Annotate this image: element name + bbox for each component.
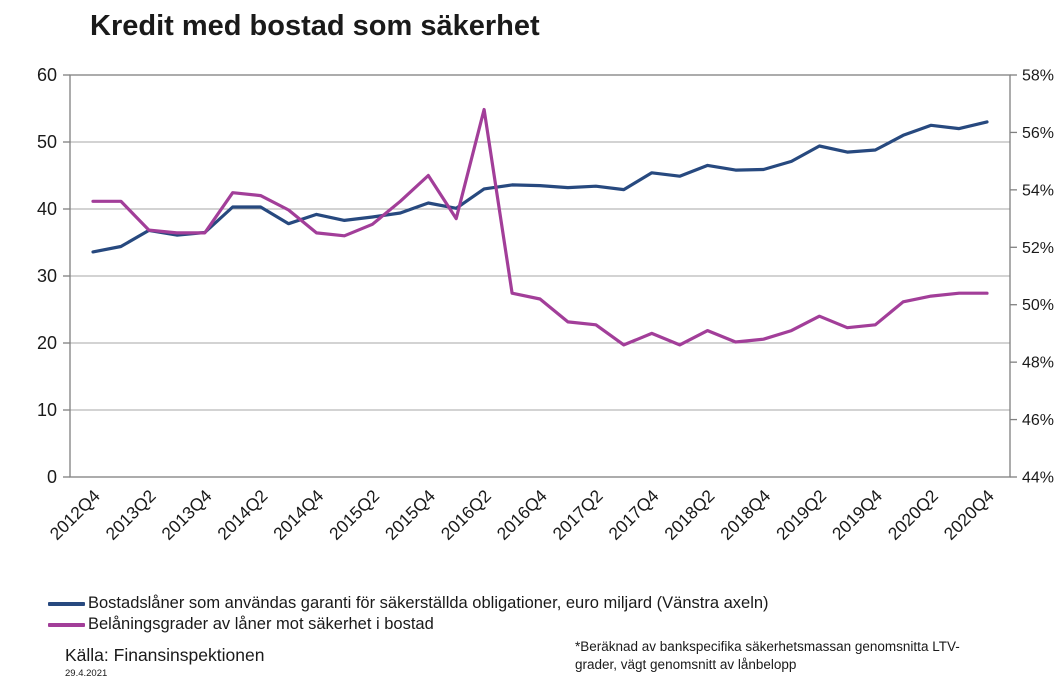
y-axis-right-label: 52% bbox=[1022, 240, 1054, 257]
y-axis-left-label: 50 bbox=[37, 132, 57, 152]
legend-label-bostadslaner: Bostadslåner som användas garanti för sä… bbox=[88, 594, 769, 612]
x-axis: 2012Q42013Q22013Q42014Q22014Q42015Q22015… bbox=[46, 486, 998, 544]
y-axis-left-label: 10 bbox=[37, 400, 57, 420]
x-axis-label: 2013Q4 bbox=[157, 486, 215, 544]
x-axis-label: 2018Q2 bbox=[660, 486, 718, 544]
x-axis-label: 2019Q4 bbox=[828, 486, 886, 544]
y-axis-right: 44% 46% 48% 50% 52% 54% 56% 58% bbox=[1010, 68, 1054, 487]
y-axis-right-label: 58% bbox=[1022, 68, 1054, 85]
x-axis-label: 2016Q2 bbox=[437, 486, 495, 544]
y-axis-left-label: 60 bbox=[37, 65, 57, 85]
legend-swatch-blue-line bbox=[48, 601, 85, 606]
x-axis-label: 2015Q2 bbox=[325, 486, 383, 544]
x-axis-label: 2012Q4 bbox=[46, 486, 104, 544]
source-date: 29.4.2021 bbox=[65, 668, 108, 679]
y-axis-right-label: 54% bbox=[1022, 182, 1054, 199]
y-axis-right-label: 46% bbox=[1022, 412, 1054, 429]
x-axis-label: 2014Q4 bbox=[269, 486, 327, 544]
source-block: Källa: Finansinspektionen 29.4.2021 bbox=[65, 645, 264, 679]
y-axis-right-label: 44% bbox=[1022, 470, 1054, 487]
x-axis-label: 2013Q2 bbox=[102, 486, 160, 544]
y-axis-right-label: 50% bbox=[1022, 297, 1054, 314]
y-axis-right-label: 56% bbox=[1022, 125, 1054, 142]
series-line-bostadslaner bbox=[91, 120, 989, 254]
chart-title: Kredit med bostad som säkerhet bbox=[90, 10, 540, 42]
x-axis-label: 2017Q2 bbox=[549, 486, 607, 544]
x-axis-label: 2016Q4 bbox=[493, 486, 551, 544]
series-line-belaningsgrader bbox=[91, 107, 989, 347]
legend-label-belaningsgrader: Belåningsgrader av låner mot säkerhet i … bbox=[88, 615, 434, 633]
x-axis-label: 2020Q2 bbox=[884, 486, 942, 544]
legend-item-bostadslaner: Bostadslåner som användas garanti för sä… bbox=[48, 593, 769, 614]
y-axis-left-label: 20 bbox=[37, 333, 57, 353]
x-axis-label: 2020Q4 bbox=[940, 486, 998, 544]
legend-item-belaningsgrader: Belåningsgrader av låner mot säkerhet i … bbox=[48, 614, 769, 635]
gridlines bbox=[70, 141, 1010, 411]
x-axis-label: 2014Q2 bbox=[213, 486, 271, 544]
x-axis-label: 2019Q2 bbox=[772, 486, 830, 544]
y-axis-left-label: 0 bbox=[47, 467, 57, 487]
x-axis-label: 2018Q4 bbox=[716, 486, 774, 544]
y-axis-left: 0 10 20 30 40 50 60 bbox=[37, 65, 70, 487]
source-label: Källa: Finansinspektionen bbox=[65, 645, 265, 665]
legend: Bostadslåner som användas garanti för sä… bbox=[48, 593, 769, 635]
x-axis-label: 2015Q4 bbox=[381, 486, 439, 544]
y-axis-left-label: 40 bbox=[37, 199, 57, 219]
legend-swatch-purple-line bbox=[48, 622, 85, 627]
x-axis-label: 2017Q4 bbox=[604, 486, 662, 544]
y-axis-left-label: 30 bbox=[37, 266, 57, 286]
footnote: *Beräknad av bankspecifika säkerhetsmass… bbox=[575, 639, 960, 672]
y-axis-right-label: 48% bbox=[1022, 355, 1054, 372]
